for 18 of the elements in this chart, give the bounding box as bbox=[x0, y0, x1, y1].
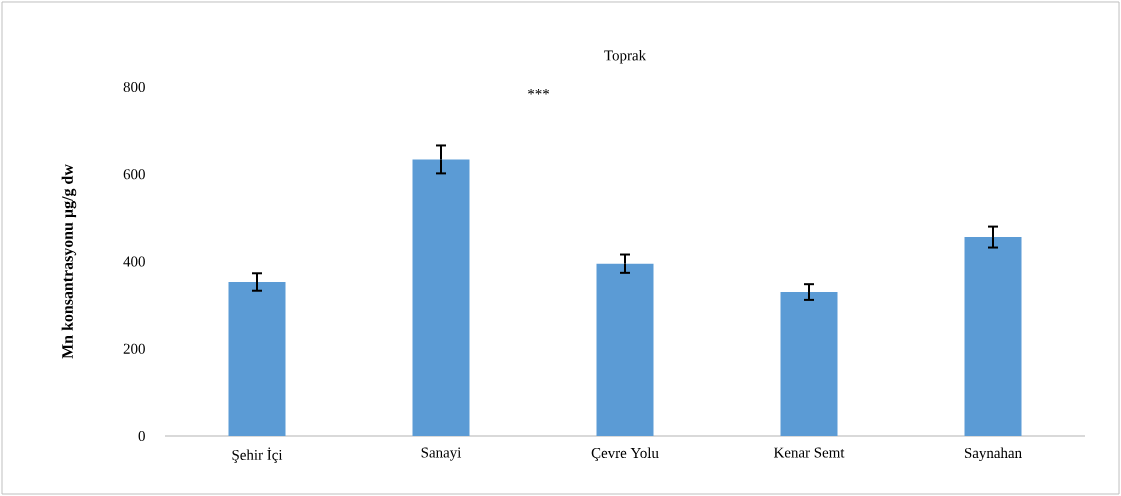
y-axis-title: Mn konsantrasyonu µg/g dw bbox=[61, 164, 77, 359]
y-tick-label: 0 bbox=[138, 430, 145, 442]
y-tick-label: 800 bbox=[123, 81, 145, 93]
x-tick-label: Kenar Semt bbox=[773, 447, 845, 458]
x-tick-label: Saynahan bbox=[964, 447, 1022, 462]
y-tick-label: 200 bbox=[123, 343, 145, 354]
chart-title: Toprak bbox=[604, 49, 647, 64]
bar bbox=[412, 159, 470, 436]
x-tick-label: Çevre Yolu bbox=[591, 447, 659, 462]
y-tick-label: 400 bbox=[123, 256, 145, 267]
bar bbox=[228, 282, 286, 436]
y-tick-label: 600 bbox=[123, 169, 145, 180]
bar bbox=[780, 292, 838, 436]
x-tick-label: Sanayi bbox=[421, 447, 462, 461]
bar bbox=[596, 263, 654, 436]
annotation: *** bbox=[528, 89, 550, 95]
x-tick-label: Şehir İçi bbox=[232, 447, 283, 464]
bar bbox=[964, 237, 1022, 436]
